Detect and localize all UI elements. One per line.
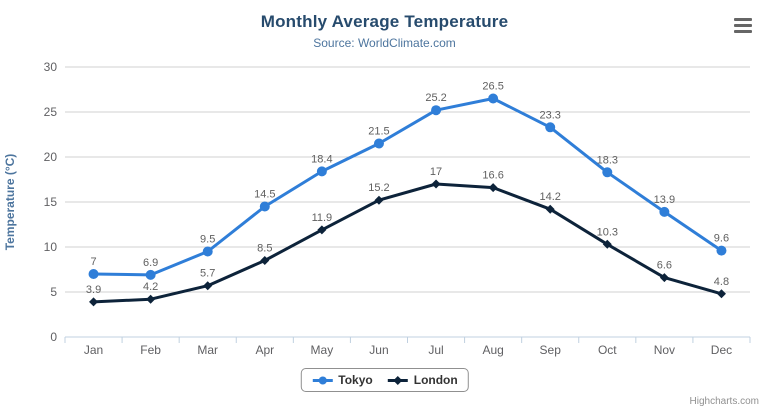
data-point-tokyo[interactable] (659, 206, 670, 217)
data-point-tokyo[interactable] (259, 201, 270, 212)
legend-item-tokyo[interactable]: Tokyo (311, 373, 373, 387)
data-label-tokyo: 25.2 (425, 92, 446, 104)
london-line-marker-icon (387, 375, 408, 385)
x-axis-label: Nov (654, 343, 675, 357)
x-axis-label: May (311, 343, 334, 357)
data-point-tokyo[interactable] (202, 246, 213, 257)
x-axis-label: Feb (140, 343, 161, 357)
data-point-tokyo[interactable] (488, 93, 499, 104)
x-axis-label: Jul (428, 343, 443, 357)
data-point-london[interactable] (602, 239, 612, 249)
x-axis-label: Jan (84, 343, 103, 357)
x-axis-label: Sep (540, 343, 562, 357)
chart-title: Monthly Average Temperature (260, 12, 509, 31)
data-label-london: 8.5 (257, 243, 272, 255)
data-label-london: 17 (430, 166, 442, 178)
x-axis-label: Oct (598, 343, 617, 357)
x-axis-label: Aug (482, 343, 503, 357)
data-label-tokyo: 9.6 (714, 233, 729, 245)
data-point-tokyo[interactable] (545, 122, 556, 133)
data-label-tokyo: 23.3 (539, 109, 560, 121)
data-point-london[interactable] (260, 256, 270, 265)
y-axis-label: 5 (50, 285, 57, 299)
data-label-tokyo: 18.3 (597, 154, 618, 166)
y-axis-label: 20 (44, 150, 58, 164)
data-point-london[interactable] (89, 297, 99, 307)
data-point-london[interactable] (203, 281, 213, 291)
data-label-london: 11.9 (312, 212, 333, 224)
series-line-tokyo[interactable] (92, 97, 723, 277)
hamburger-icon (734, 30, 752, 33)
hamburger-icon (734, 24, 752, 27)
data-label-london: 3.9 (86, 284, 101, 296)
data-point-tokyo[interactable] (602, 167, 613, 178)
legend-label-london: London (413, 373, 458, 387)
data-point-london[interactable] (374, 195, 384, 205)
data-label-tokyo: 14.5 (254, 189, 275, 201)
data-point-london[interactable] (716, 289, 726, 299)
y-axis-label: 30 (44, 60, 58, 74)
data-label-tokyo: 6.9 (143, 257, 158, 269)
data-point-tokyo[interactable] (431, 105, 442, 116)
data-label-london: 16.6 (482, 170, 503, 182)
data-label-tokyo: 21.5 (368, 126, 389, 138)
data-point-london[interactable] (488, 183, 498, 193)
y-axis-label: 15 (44, 195, 58, 209)
data-label-london: 10.3 (597, 226, 618, 238)
data-label-london: 4.8 (714, 276, 729, 288)
tokyo-line-marker-icon (312, 376, 333, 384)
x-axis-label: Dec (711, 343, 732, 357)
y-axis-label: 0 (50, 330, 57, 344)
legend-label-tokyo: Tokyo (338, 373, 373, 387)
data-label-london: 14.2 (539, 191, 560, 203)
data-label-london: 5.7 (200, 268, 215, 280)
data-point-london[interactable] (317, 225, 327, 235)
series-line-london[interactable] (92, 182, 723, 304)
data-point-tokyo[interactable] (88, 269, 99, 279)
y-axis-label: 25 (44, 105, 58, 119)
legend: Tokyo London (300, 368, 469, 392)
data-point-london[interactable] (659, 273, 669, 283)
data-point-tokyo[interactable] (145, 269, 156, 280)
legend-item-london[interactable]: London (387, 373, 458, 387)
data-label-tokyo: 9.5 (200, 234, 215, 246)
data-point-london[interactable] (431, 179, 441, 189)
data-label-london: 15.2 (368, 182, 389, 194)
hamburger-icon (734, 18, 752, 21)
x-axis-label: Mar (197, 343, 218, 357)
data-point-tokyo[interactable] (373, 138, 384, 149)
data-label-london: 6.6 (657, 260, 672, 272)
highcharts-credits[interactable]: Highcharts.com (689, 396, 759, 407)
y-axis-label: 10 (44, 240, 58, 254)
x-axis-label: Apr (255, 343, 274, 357)
data-point-london[interactable] (545, 204, 555, 214)
data-label-tokyo: 7 (90, 256, 96, 268)
y-axis-title: Temperature (°C) (3, 154, 17, 251)
chart-subtitle: Source: WorldClimate.com (313, 36, 456, 50)
export-menu-button[interactable] (731, 16, 755, 35)
data-point-tokyo[interactable] (716, 245, 727, 256)
data-label-london: 4.2 (143, 281, 158, 293)
data-label-tokyo: 13.9 (654, 194, 675, 206)
data-point-tokyo[interactable] (316, 166, 327, 177)
data-point-london[interactable] (146, 294, 156, 304)
data-label-tokyo: 18.4 (311, 153, 332, 165)
data-label-tokyo: 26.5 (482, 81, 503, 93)
x-axis-label: Jun (369, 343, 388, 357)
